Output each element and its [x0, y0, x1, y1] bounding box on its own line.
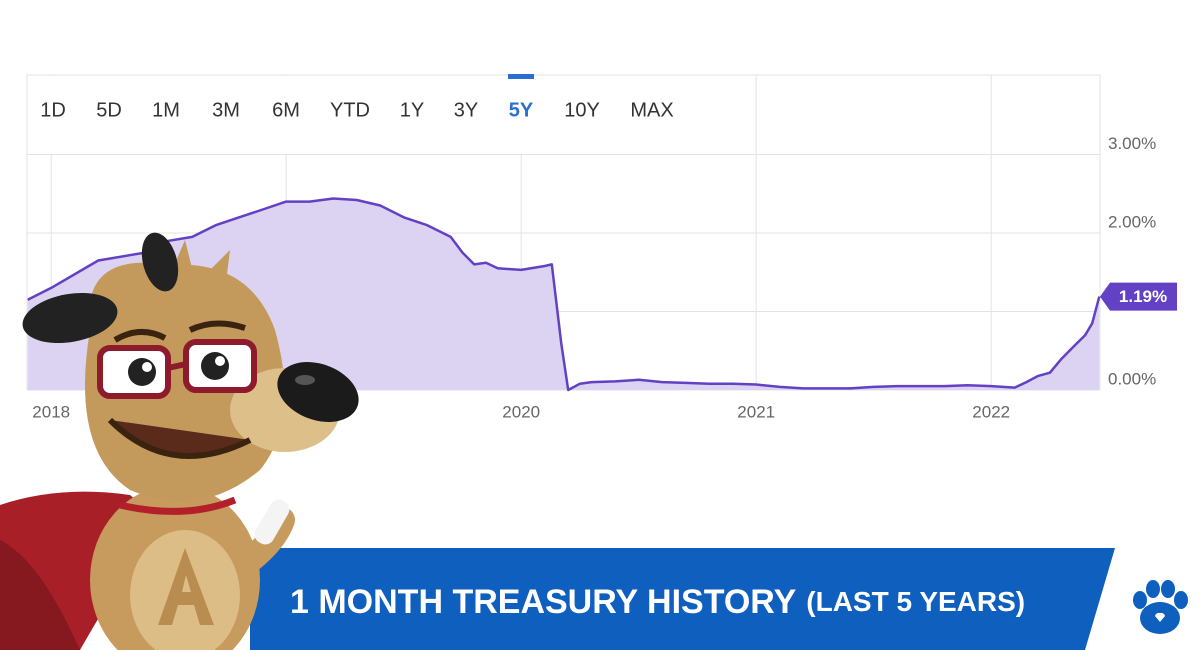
range-button[interactable]: 3Y	[454, 99, 478, 121]
title: 1 MONTH TREASURY HISTORY	[290, 583, 797, 621]
range-button[interactable]: 10Y	[564, 99, 600, 121]
selected-indicator	[508, 74, 534, 79]
line	[27, 197, 1101, 392]
range-button[interactable]: 1Y	[400, 99, 424, 121]
range-button[interactable]: 6M	[272, 99, 300, 121]
area	[27, 198, 1100, 390]
banner: 1 MONTH TREASURY HISTORY (LAST 5 YEARS)	[250, 548, 1188, 650]
current-label: 1.19%	[1119, 287, 1167, 306]
x-tick-label: 2018	[32, 402, 70, 421]
paw-icon	[1133, 580, 1188, 634]
current-tag	[1100, 282, 1177, 311]
banner-bg	[250, 548, 1115, 650]
y-tick-label: 2.00%	[1108, 212, 1156, 231]
x-tick-label: 2020	[502, 402, 540, 421]
subtitle: (LAST 5 YEARS)	[806, 586, 1025, 617]
mascot	[0, 232, 359, 650]
range-button[interactable]: 5Y	[509, 99, 534, 121]
x-tick-label: 2022	[972, 402, 1010, 421]
range-button[interactable]: 3M	[212, 99, 240, 121]
range-button[interactable]: 1D	[40, 99, 66, 121]
button-bar-bg	[28, 76, 728, 154]
chart: 0.00%2.00%3.00%201820192020202120221.19%…	[26, 74, 1177, 421]
x-tick-label: 2021	[737, 402, 775, 421]
range-button[interactable]: YTD	[330, 99, 370, 121]
y-tick-label: 0.00%	[1108, 369, 1156, 388]
y-tick-label: 3.00%	[1108, 134, 1156, 153]
range-button[interactable]: 5D	[96, 99, 122, 121]
range-button[interactable]: 1M	[152, 99, 180, 121]
range-button[interactable]: MAX	[630, 99, 673, 121]
banner-title: 1 MONTH TREASURY HISTORY (LAST 5 YEARS)	[290, 583, 1025, 621]
